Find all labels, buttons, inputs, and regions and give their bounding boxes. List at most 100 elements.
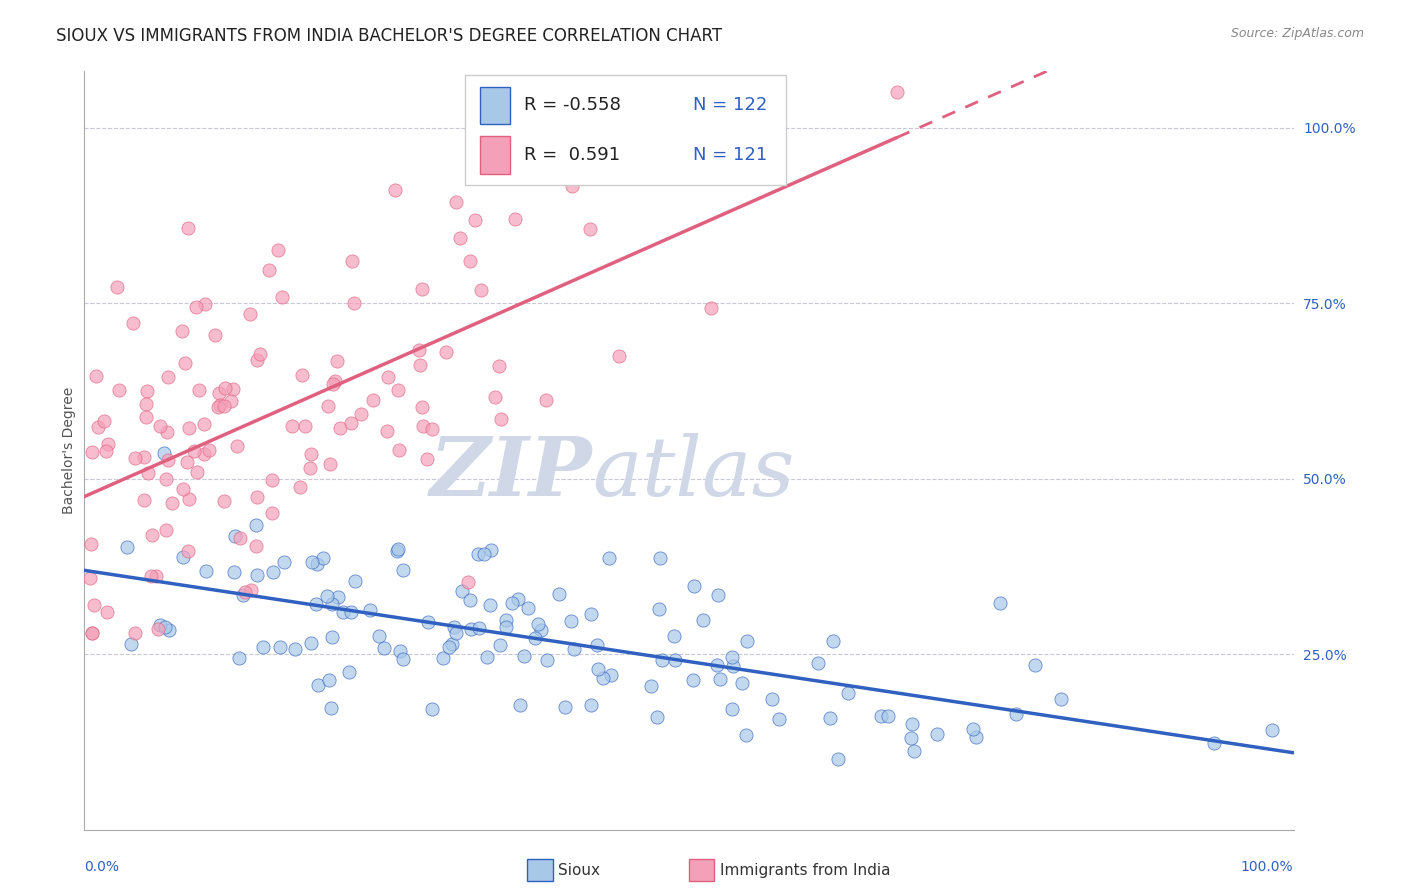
Point — [472, 548, 495, 562]
Point — [135, 409, 157, 424]
Point — [245, 568, 267, 582]
Point — [148, 622, 170, 636]
Point — [156, 425, 179, 440]
Point — [586, 638, 609, 652]
Point — [475, 650, 498, 665]
Point — [645, 710, 668, 724]
Point — [457, 575, 479, 590]
Point — [172, 482, 194, 496]
Point — [319, 457, 342, 471]
Point — [311, 550, 333, 565]
Point — [420, 422, 443, 436]
Point — [233, 584, 256, 599]
Point — [249, 347, 271, 361]
Point — [706, 658, 728, 673]
Point — [600, 667, 623, 681]
Point — [141, 569, 163, 583]
Point — [212, 494, 235, 508]
Point — [337, 665, 360, 680]
Point — [561, 179, 583, 194]
Point — [198, 443, 221, 458]
Point — [135, 397, 157, 411]
Point — [316, 400, 339, 414]
Text: 0.0%: 0.0% — [84, 860, 120, 874]
Point — [470, 283, 492, 297]
Point — [434, 344, 457, 359]
Point — [321, 597, 343, 611]
Point — [79, 571, 101, 585]
Point — [460, 622, 482, 636]
Point — [468, 621, 491, 635]
Point — [607, 349, 630, 363]
Point — [145, 569, 167, 583]
Point — [136, 384, 159, 398]
Point — [737, 634, 759, 648]
Point — [322, 377, 344, 392]
Point — [388, 644, 411, 658]
Point — [153, 446, 176, 460]
Point — [569, 91, 592, 105]
Point — [222, 382, 245, 396]
Point — [488, 359, 510, 373]
Point — [176, 544, 198, 558]
Point — [506, 592, 529, 607]
Point — [188, 383, 211, 397]
Point — [766, 86, 789, 100]
Point — [115, 540, 138, 554]
Point — [489, 638, 512, 652]
FancyBboxPatch shape — [479, 136, 510, 174]
Point — [176, 221, 198, 235]
Point — [149, 618, 172, 632]
Point — [534, 392, 557, 407]
Point — [120, 637, 142, 651]
Point — [1024, 657, 1046, 672]
Point — [807, 657, 830, 671]
Point — [648, 602, 671, 616]
Point — [592, 671, 614, 685]
Point — [136, 467, 159, 481]
Point — [260, 506, 283, 520]
Point — [900, 717, 922, 731]
Point — [527, 617, 550, 632]
Point — [132, 492, 155, 507]
Point — [176, 455, 198, 469]
Point — [246, 353, 269, 368]
Point — [440, 637, 463, 651]
Point — [174, 356, 197, 370]
Point — [224, 529, 246, 543]
Point — [692, 613, 714, 627]
Point — [664, 629, 686, 643]
Point — [495, 620, 517, 634]
Point — [245, 518, 267, 533]
Point — [172, 549, 194, 564]
Text: atlas: atlas — [592, 434, 794, 513]
Point — [318, 673, 340, 687]
Point — [177, 421, 200, 435]
Point — [886, 86, 908, 100]
Point — [271, 290, 294, 304]
Point — [1202, 736, 1225, 750]
Point — [240, 582, 263, 597]
Text: Source: ZipAtlas.com: Source: ZipAtlas.com — [1230, 27, 1364, 40]
Point — [503, 212, 526, 227]
Point — [184, 300, 207, 314]
Point — [266, 244, 288, 258]
Point — [124, 626, 146, 640]
Point — [422, 702, 444, 716]
Point — [484, 390, 506, 404]
Point — [464, 213, 486, 227]
Point — [245, 539, 267, 553]
FancyBboxPatch shape — [465, 75, 786, 186]
Point — [1049, 692, 1071, 706]
Point — [509, 698, 531, 712]
Point — [530, 623, 553, 637]
Point — [548, 587, 571, 601]
Point — [721, 701, 744, 715]
Point — [141, 528, 163, 542]
Point — [412, 419, 434, 434]
Point — [377, 369, 399, 384]
Point — [990, 596, 1012, 610]
Point — [578, 222, 600, 236]
Point — [359, 603, 381, 617]
Point — [97, 437, 120, 451]
